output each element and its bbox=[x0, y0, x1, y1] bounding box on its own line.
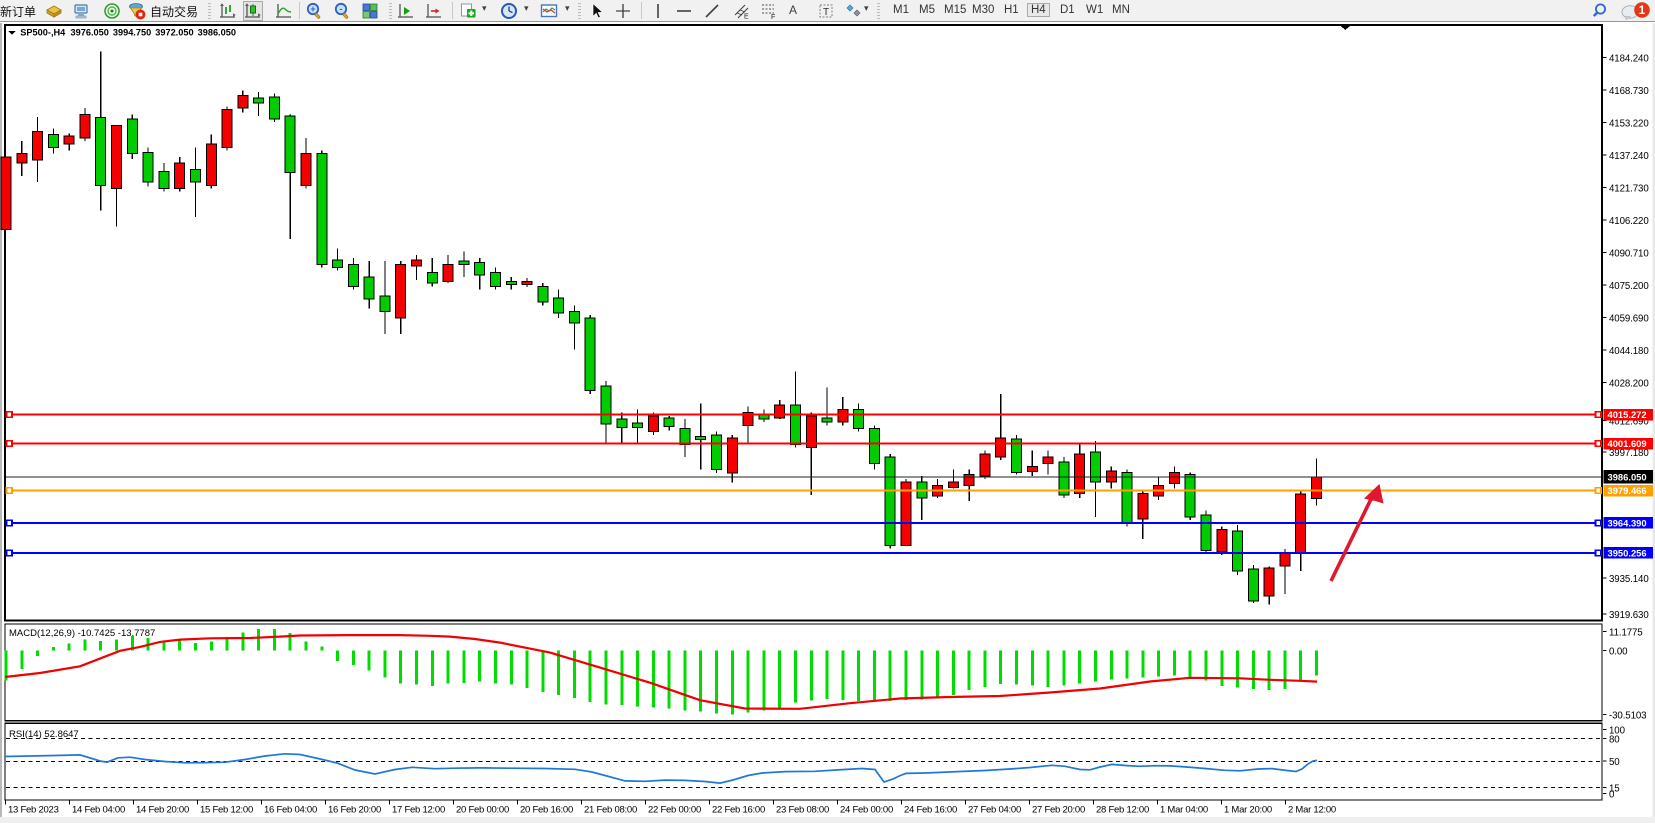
svg-text:4028.200: 4028.200 bbox=[1609, 379, 1649, 390]
svg-text:80: 80 bbox=[1609, 735, 1620, 746]
svg-text:0: 0 bbox=[1609, 790, 1615, 801]
svg-text:+: + bbox=[310, 4, 315, 14]
svg-text:24 Feb 16:00: 24 Feb 16:00 bbox=[904, 805, 957, 816]
svg-text:3919.630: 3919.630 bbox=[1609, 610, 1649, 621]
svg-text:17 Feb 12:00: 17 Feb 12:00 bbox=[392, 805, 445, 816]
svg-text:27 Feb 04:00: 27 Feb 04:00 bbox=[968, 805, 1021, 816]
svg-text:3997.180: 3997.180 bbox=[1609, 448, 1649, 459]
svg-text:4106.220: 4106.220 bbox=[1609, 216, 1649, 227]
svg-text:-30.5103: -30.5103 bbox=[1609, 711, 1646, 722]
svg-text:4075.200: 4075.200 bbox=[1609, 281, 1649, 292]
svg-text:3950.256: 3950.256 bbox=[1608, 548, 1647, 559]
svg-text:1: 1 bbox=[1639, 5, 1646, 17]
svg-text:E: E bbox=[744, 13, 749, 20]
svg-text:3979.466: 3979.466 bbox=[1608, 485, 1647, 496]
svg-text:4121.730: 4121.730 bbox=[1609, 184, 1649, 195]
svg-text:20 Feb 16:00: 20 Feb 16:00 bbox=[520, 805, 573, 816]
svg-text:20 Feb 00:00: 20 Feb 00:00 bbox=[456, 805, 509, 816]
svg-text:4044.180: 4044.180 bbox=[1609, 346, 1649, 357]
svg-text:4184.240: 4184.240 bbox=[1609, 54, 1649, 65]
svg-text:14 Feb 04:00: 14 Feb 04:00 bbox=[72, 805, 125, 816]
svg-text:4153.220: 4153.220 bbox=[1609, 119, 1649, 130]
svg-text:2 Mar 12:00: 2 Mar 12:00 bbox=[1288, 805, 1336, 816]
svg-text:24 Feb 00:00: 24 Feb 00:00 bbox=[840, 805, 893, 816]
svg-text:4090.710: 4090.710 bbox=[1609, 249, 1649, 260]
svg-text:13 Feb 2023: 13 Feb 2023 bbox=[8, 805, 59, 816]
svg-text:T: T bbox=[823, 7, 829, 18]
svg-text:4015.272: 4015.272 bbox=[1608, 409, 1647, 420]
svg-text:3964.390: 3964.390 bbox=[1608, 518, 1647, 529]
svg-text:28 Feb 12:00: 28 Feb 12:00 bbox=[1096, 805, 1149, 816]
svg-text:16 Feb 20:00: 16 Feb 20:00 bbox=[328, 805, 381, 816]
svg-text:-: - bbox=[340, 4, 343, 14]
svg-text:50: 50 bbox=[1609, 757, 1620, 768]
svg-text:15 Feb 12:00: 15 Feb 12:00 bbox=[200, 805, 253, 816]
svg-text:3986.050: 3986.050 bbox=[1608, 472, 1647, 483]
svg-text:F: F bbox=[771, 14, 775, 20]
svg-text:0.00: 0.00 bbox=[1609, 646, 1628, 657]
svg-text:4059.690: 4059.690 bbox=[1609, 314, 1649, 325]
svg-text:22 Feb 16:00: 22 Feb 16:00 bbox=[712, 805, 765, 816]
svg-text:4137.240: 4137.240 bbox=[1609, 151, 1649, 162]
svg-text:4001.609: 4001.609 bbox=[1608, 438, 1647, 449]
svg-text:21 Feb 08:00: 21 Feb 08:00 bbox=[584, 805, 637, 816]
svg-text:3976.050 3994.750 3972.050 398: 3976.050 3994.750 3972.050 3986.050 bbox=[71, 27, 236, 37]
svg-text:22 Feb 00:00: 22 Feb 00:00 bbox=[648, 805, 701, 816]
svg-text:27 Feb 20:00: 27 Feb 20:00 bbox=[1032, 805, 1085, 816]
svg-text:11.1775: 11.1775 bbox=[1609, 628, 1643, 639]
svg-text:4168.730: 4168.730 bbox=[1609, 86, 1649, 97]
svg-text:SP500-,H4: SP500-,H4 bbox=[20, 27, 66, 37]
svg-text:14 Feb 20:00: 14 Feb 20:00 bbox=[136, 805, 189, 816]
svg-text:1 Mar 04:00: 1 Mar 04:00 bbox=[1160, 805, 1208, 816]
svg-text:23 Feb 08:00: 23 Feb 08:00 bbox=[776, 805, 829, 816]
svg-text:1 Mar 20:00: 1 Mar 20:00 bbox=[1224, 805, 1272, 816]
svg-text:3935.140: 3935.140 bbox=[1609, 574, 1649, 585]
svg-text:16 Feb 04:00: 16 Feb 04:00 bbox=[264, 805, 317, 816]
